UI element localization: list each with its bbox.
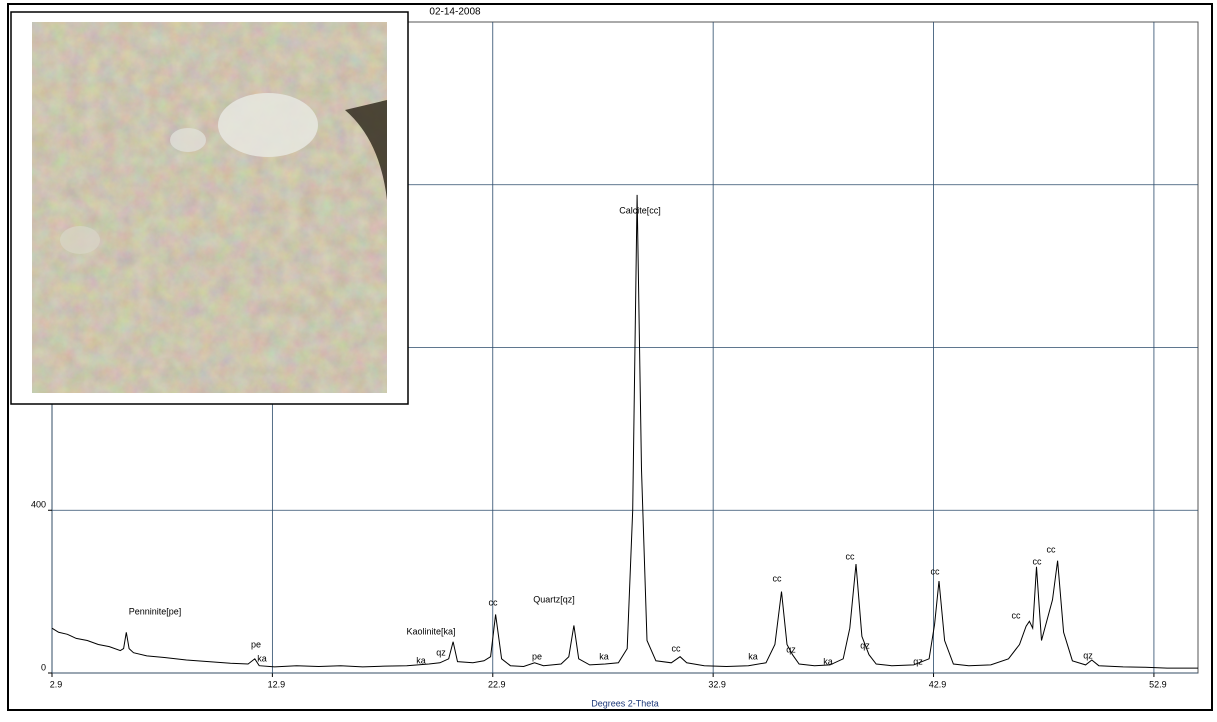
photo-spot xyxy=(60,226,100,254)
peak-annotation: ka xyxy=(416,655,426,665)
y-tick-label: 400 xyxy=(31,500,46,510)
peak-annotation: Calcite[cc] xyxy=(619,205,661,215)
x-tick-label: 52.9 xyxy=(1149,679,1167,689)
photo-spot xyxy=(218,93,318,157)
peak-annotation: Kaolinite[ka] xyxy=(406,626,455,636)
window-frame xyxy=(7,3,1213,711)
photo-shadow xyxy=(345,100,387,200)
photo xyxy=(32,22,387,393)
peak-annotation: cc xyxy=(931,566,941,576)
peak-annotation: cc xyxy=(672,643,682,653)
x-tick-label: 32.9 xyxy=(708,679,726,689)
x-tick-label: 22.9 xyxy=(488,679,506,689)
peak-annotation: Penninite[pe] xyxy=(129,606,182,616)
y-tick-label: 0 xyxy=(41,662,46,672)
peak-annotation: qz xyxy=(436,647,446,657)
peak-annotation: qz xyxy=(786,644,796,654)
peak-annotation: qz xyxy=(860,640,870,650)
header: 02-14-2008 xyxy=(429,7,481,18)
peak-annotation: Quartz[qz] xyxy=(533,594,575,604)
peak-annotation: pe xyxy=(532,651,542,661)
peak-annotation: cc xyxy=(489,597,499,607)
peak-annotation: pe xyxy=(251,639,261,649)
peak-annotation: cc xyxy=(1012,610,1022,620)
x-tick-label: 42.9 xyxy=(929,679,947,689)
x-tick-label: 2.9 xyxy=(50,679,63,689)
peak-annotation: qz xyxy=(1083,650,1093,660)
peak-annotation: ka xyxy=(257,653,267,663)
peak-annotation: ka xyxy=(823,656,833,666)
peak-annotation: cc xyxy=(1033,556,1043,566)
x-tick-label: 12.9 xyxy=(268,679,286,689)
photo-inset xyxy=(10,11,409,405)
peak-annotation: qz xyxy=(913,656,923,666)
peak-annotation: ka xyxy=(748,651,758,661)
photo-spot xyxy=(170,128,206,152)
peak-annotation: ka xyxy=(599,651,609,661)
x-axis-label: Degrees 2-Theta xyxy=(591,698,659,708)
peak-annotation: cc xyxy=(1047,544,1057,554)
peak-annotation: cc xyxy=(846,551,856,561)
data-line xyxy=(51,194,1198,669)
peak-annotation: cc xyxy=(773,573,783,583)
